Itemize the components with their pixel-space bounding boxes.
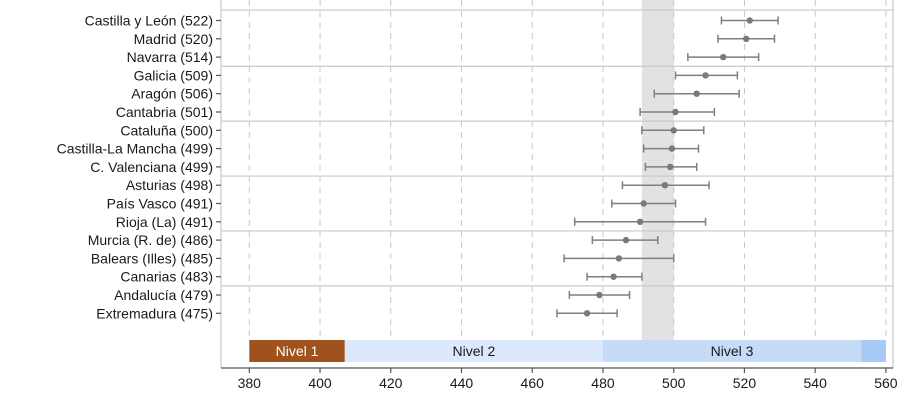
- mean-point: [720, 53, 727, 61]
- region-label: Rioja (La) (491): [116, 214, 213, 230]
- x-axis: 380 400 420 440 460 480 500 520 540 560: [221, 367, 898, 391]
- region-label: Navarra (514): [127, 49, 213, 65]
- region-label: País Vasco (491): [107, 196, 213, 212]
- region-label: Galicia (509): [134, 67, 213, 83]
- region-label: C. Valenciana (499): [90, 159, 213, 175]
- mean-point: [583, 310, 591, 317]
- x-tick-label: 500: [662, 375, 686, 391]
- level-band-label: Nivel 2: [452, 343, 495, 359]
- level-bands: Nivel 1 Nivel 2 Nivel 3: [249, 340, 886, 362]
- region-labels: Castilla y León (522) Madrid (520) Navarra…: [57, 13, 221, 321]
- reference-band: [641, 0, 674, 340]
- plot-background: [220, 0, 894, 368]
- group-separators: [221, 9, 893, 287]
- region-label: Aragón (506): [131, 86, 213, 102]
- level-band-label: Nivel 1: [276, 343, 319, 359]
- mean-point: [666, 163, 674, 171]
- mean-point: [743, 35, 750, 42]
- mean-points: [583, 17, 753, 317]
- mean-point: [746, 17, 753, 24]
- mean-point: [615, 255, 623, 262]
- level-band: [344, 340, 603, 362]
- region-label: Extremadura (475): [96, 305, 213, 321]
- mean-point: [672, 108, 679, 116]
- plot-area: [221, 0, 893, 363]
- mean-point: [661, 182, 669, 189]
- region-label: Murcia (R. de) (486): [88, 232, 213, 248]
- region-label: Canarias (483): [120, 269, 213, 285]
- region-label: Cantabria (501): [116, 104, 213, 120]
- mean-point: [693, 90, 700, 97]
- level-band: [249, 340, 345, 362]
- mean-point: [670, 127, 677, 134]
- x-tick-label: 420: [379, 375, 403, 391]
- x-tick-label: 480: [591, 375, 615, 391]
- x-tick-label: 380: [238, 375, 262, 391]
- x-tick-label: 460: [521, 375, 545, 391]
- x-tick-label: 520: [733, 375, 757, 391]
- level-band-label: Nivel 3: [711, 343, 754, 359]
- level-band: [861, 340, 886, 362]
- mean-point: [702, 72, 709, 79]
- level-band: [602, 340, 862, 362]
- region-label: Balears (Illes) (485): [91, 250, 213, 266]
- region-label: Andalucía (479): [114, 287, 213, 303]
- x-tick-label: 440: [450, 375, 474, 391]
- region-label: Asturias (498): [126, 177, 213, 193]
- region-label: Castilla y León (522): [85, 13, 213, 29]
- mean-point: [640, 200, 647, 207]
- mean-point: [596, 291, 603, 299]
- x-tick-label: 560: [874, 375, 898, 391]
- x-tick-label: 540: [804, 375, 828, 391]
- mean-point: [636, 218, 644, 225]
- mean-point: [622, 236, 630, 244]
- mean-point: [668, 145, 676, 152]
- mean-point: [610, 273, 617, 280]
- region-label: Madrid (520): [134, 31, 213, 47]
- region-label: Cataluña (500): [120, 122, 213, 138]
- x-tick-label: 400: [308, 375, 332, 391]
- region-label: Castilla-La Mancha (499): [57, 141, 213, 157]
